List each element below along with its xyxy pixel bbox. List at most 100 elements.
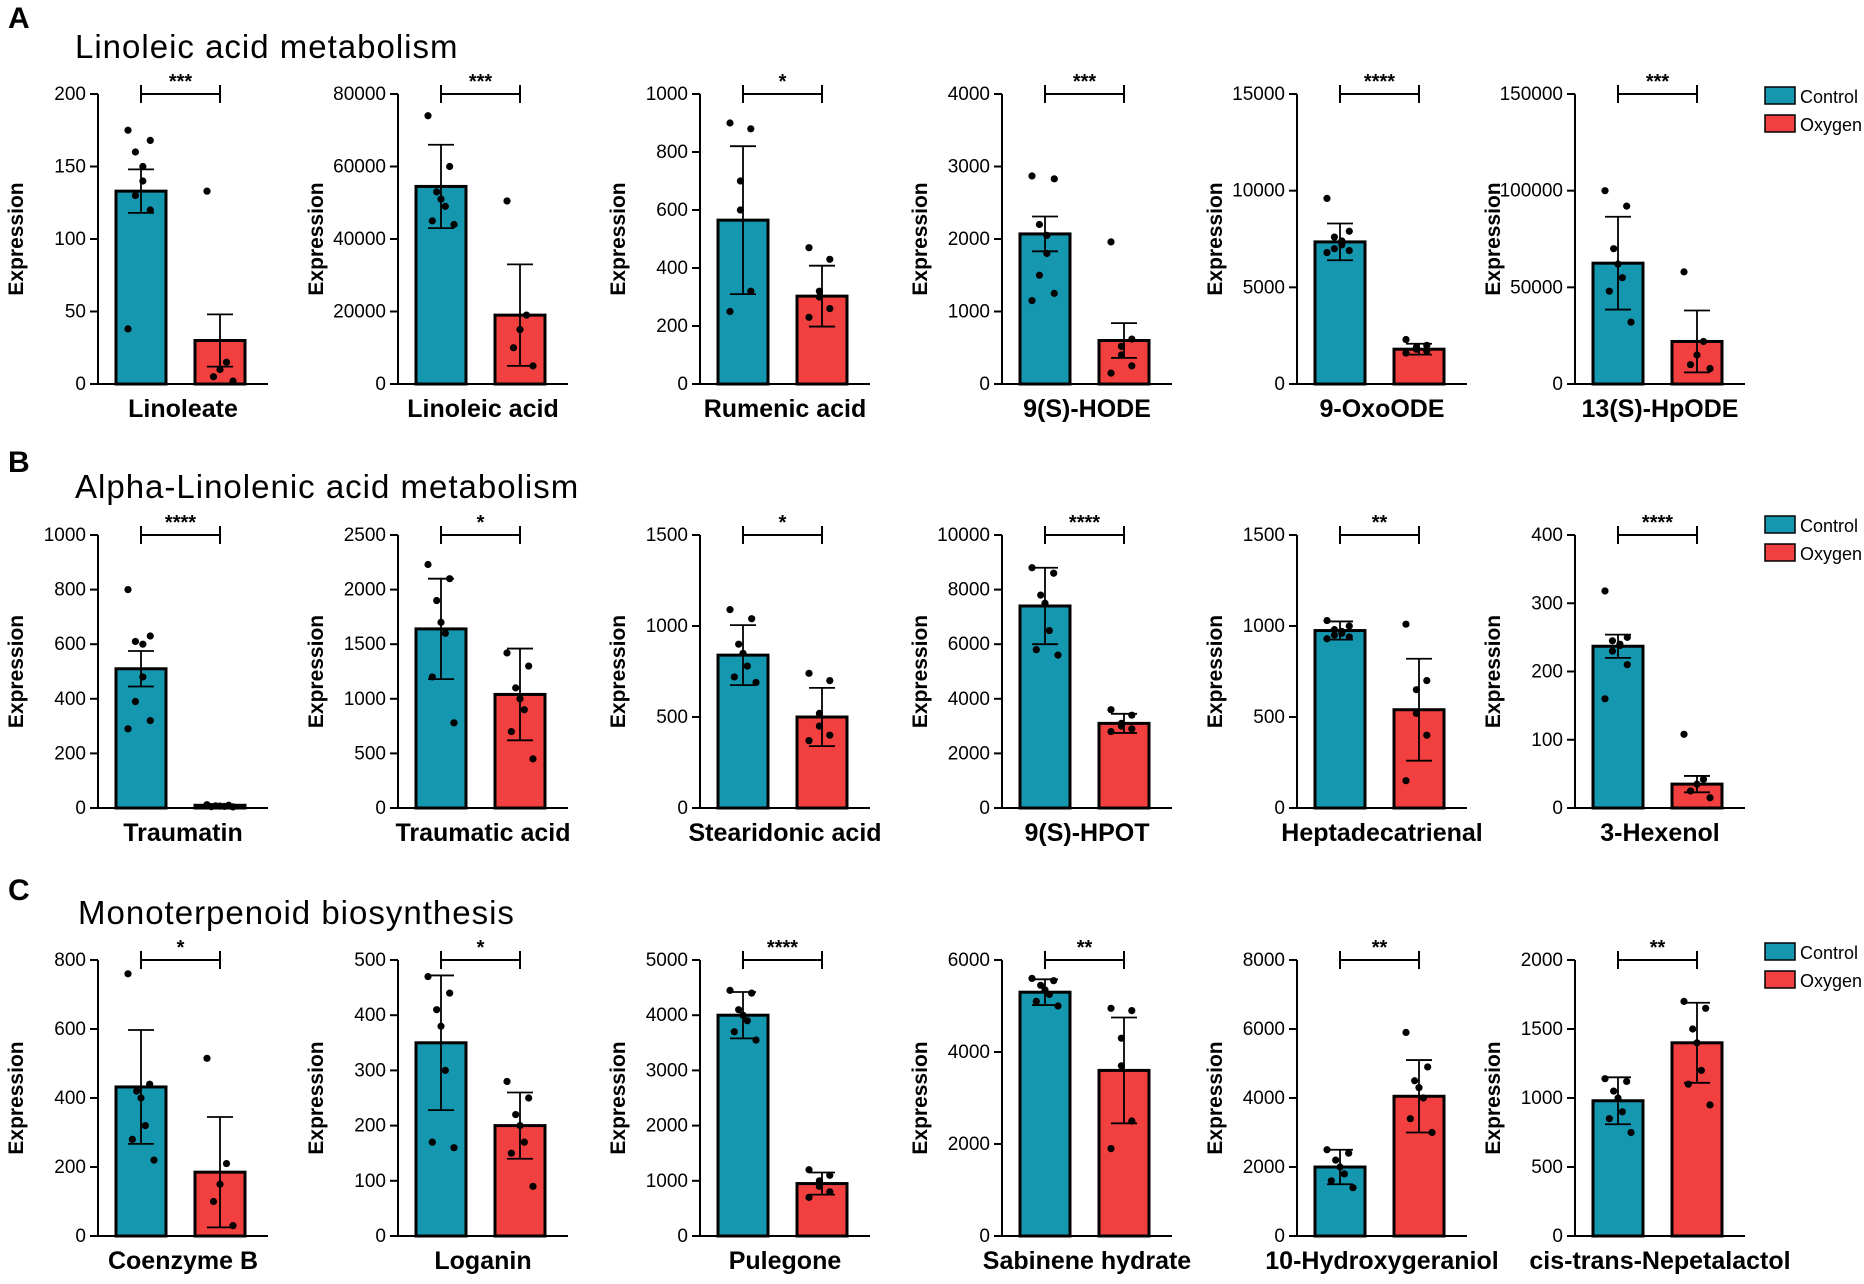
- data-point-oxygen: [509, 344, 518, 352]
- y-axis-label: Expression: [1204, 615, 1227, 728]
- data-point-oxygen: [1128, 362, 1136, 370]
- y-tick-label: 400: [54, 1088, 86, 1109]
- x-axis-label: Linoleate: [128, 395, 238, 423]
- data-point-oxygen: [805, 1166, 813, 1174]
- data-point-oxygen: [1423, 677, 1431, 685]
- data-point-oxygen: [222, 358, 231, 366]
- data-point-control: [1028, 297, 1036, 305]
- data-point-control: [131, 697, 140, 706]
- y-tick-label: 300: [354, 1060, 386, 1081]
- y-tick-label: 4000: [948, 1042, 990, 1063]
- data-point-control: [428, 673, 436, 681]
- y-axis-label: Expression: [305, 615, 328, 728]
- data-point-oxygen: [203, 187, 211, 195]
- data-point-control: [128, 1135, 136, 1143]
- data-point-oxygen: [216, 1180, 224, 1188]
- y-tick-label: 1000: [344, 689, 386, 710]
- data-point-control: [1323, 635, 1331, 643]
- y-tick-label: 500: [1253, 707, 1285, 728]
- y-axis-label: Expression: [909, 1041, 932, 1154]
- y-tick-label: 0: [1552, 374, 1563, 395]
- data-point-control: [730, 1028, 738, 1036]
- data-point-control: [437, 618, 445, 626]
- data-point-control: [1041, 986, 1049, 994]
- y-tick-label: 5000: [1243, 277, 1285, 298]
- chart-9-s-hpot: 0 2000 4000 6000 8000 10000 Expression 9(S)-HPO…: [909, 512, 1172, 847]
- x-axis-label: 3-Hexenol: [1600, 819, 1719, 847]
- data-point-oxygen: [1107, 1145, 1115, 1153]
- legend-label-oxygen: Oxygen: [1800, 115, 1862, 135]
- y-tick-label: 0: [75, 1226, 86, 1247]
- data-point-control: [743, 1017, 751, 1025]
- data-point-control: [1605, 287, 1613, 295]
- data-point-oxygen: [805, 737, 813, 745]
- chart-cis-trans-nepetalactol: 0 500 1000 1500 2000 Expression cis-trans-Nepe…: [1482, 937, 1791, 1275]
- x-axis-label: 9-OxoODE: [1319, 395, 1444, 423]
- data-point-control: [1323, 1146, 1331, 1154]
- y-tick-label: 2000: [948, 743, 990, 764]
- legend-label-control: Control: [1800, 87, 1858, 107]
- data-point-oxygen: [229, 803, 237, 811]
- data-point-control: [1627, 1128, 1635, 1137]
- y-tick-label: 800: [656, 142, 688, 163]
- panel-letter-c: C: [8, 874, 30, 907]
- y-tick-label: 0: [1552, 798, 1563, 819]
- data-point-control: [441, 629, 449, 637]
- y-axis-label: Expression: [607, 615, 630, 728]
- y-tick-label: 0: [677, 798, 688, 819]
- data-point-control: [1043, 231, 1051, 239]
- bar-control: [716, 1013, 770, 1238]
- data-point-oxygen: [1423, 731, 1431, 739]
- data-point-control: [137, 1094, 145, 1102]
- data-point-control: [1032, 997, 1040, 1006]
- data-point-oxygen: [1693, 1039, 1701, 1047]
- legend-row-b: Control Oxygen: [1764, 515, 1862, 564]
- y-tick-label: 0: [75, 798, 86, 819]
- panel-letter-a: A: [8, 2, 30, 35]
- data-point-oxygen: [503, 649, 511, 657]
- y-tick-label: 8000: [1243, 950, 1285, 971]
- y-tick-label: 50: [65, 302, 86, 323]
- x-axis-label: Rumenic acid: [704, 395, 867, 423]
- data-point-oxygen: [1706, 1101, 1714, 1109]
- data-point-oxygen: [512, 684, 520, 692]
- data-point-oxygen: [1107, 369, 1115, 377]
- data-point-control: [1345, 622, 1353, 630]
- data-point-control: [1050, 977, 1058, 985]
- data-point-control: [1330, 631, 1339, 639]
- y-tick-label: 500: [354, 743, 386, 764]
- data-point-control: [433, 1006, 441, 1014]
- data-point-control: [748, 615, 756, 623]
- data-point-oxygen: [805, 313, 813, 321]
- y-tick-label: 200: [54, 743, 86, 764]
- data-point-oxygen: [1117, 1062, 1125, 1070]
- data-point-oxygen: [1702, 1004, 1710, 1012]
- data-point-control: [146, 1080, 154, 1088]
- data-point-control: [1054, 1002, 1062, 1010]
- y-tick-label: 400: [54, 689, 86, 710]
- data-point-control: [450, 719, 458, 727]
- data-point-control: [1627, 318, 1635, 326]
- data-point-control: [1601, 587, 1609, 595]
- section-title-b: Alpha-Linolenic acid metabolism: [75, 468, 579, 505]
- significance-label: ****: [767, 937, 798, 959]
- data-point-oxygen: [529, 755, 537, 763]
- data-point-oxygen: [512, 1110, 520, 1119]
- data-point-control: [736, 206, 745, 214]
- y-tick-label: 6000: [1243, 1019, 1285, 1040]
- data-point-control: [1336, 1163, 1344, 1171]
- data-point-oxygen: [1128, 1117, 1136, 1125]
- y-tick-label: 0: [375, 1226, 386, 1247]
- legend-row-c: Control Oxygen: [1764, 942, 1862, 991]
- data-point-oxygen: [503, 197, 511, 205]
- data-point-control: [1045, 990, 1053, 999]
- data-point-control: [726, 307, 734, 316]
- y-tick-label: 80000: [333, 84, 386, 105]
- data-point-control: [739, 649, 747, 657]
- data-point-oxygen: [516, 326, 524, 334]
- data-point-control: [131, 191, 140, 200]
- data-point-control: [1623, 202, 1631, 210]
- data-point-control: [139, 177, 147, 185]
- data-point-oxygen: [1117, 351, 1125, 359]
- data-point-oxygen: [1107, 238, 1115, 246]
